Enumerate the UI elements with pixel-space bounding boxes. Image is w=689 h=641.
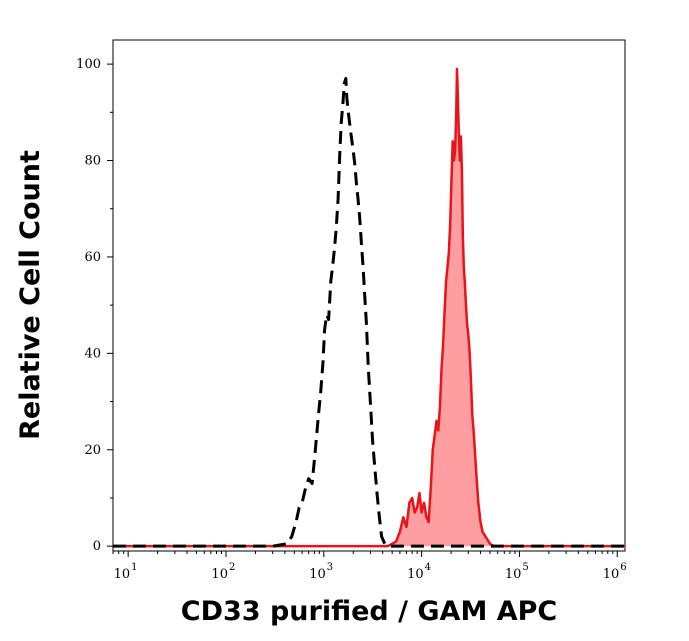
y-tick-label: 0 [93, 539, 101, 554]
x-tick-base: 10 [309, 567, 326, 582]
y-tick-label: 100 [76, 57, 101, 72]
x-tick-exponent: 1 [131, 562, 137, 573]
x-tick-exponent: 2 [229, 562, 235, 573]
y-axis-title: Relative Cell Count [15, 150, 46, 440]
x-tick-exponent: 3 [327, 562, 333, 573]
series-layer [113, 67, 625, 548]
y-tick-label: 20 [84, 443, 101, 458]
y-tick-label: 80 [84, 154, 101, 169]
x-tick-base: 10 [407, 567, 424, 582]
x-tick-base: 10 [505, 567, 522, 582]
x-tick-base: 10 [114, 567, 131, 582]
x-tick-base: 10 [211, 567, 228, 582]
y-tick-label: 40 [84, 346, 101, 361]
x-tick-base: 10 [603, 567, 620, 582]
y-tick-label: 60 [84, 250, 101, 265]
x-axis-ticks: 10 1 10 2 10 3 10 4 10 5 10 6 [112, 551, 627, 582]
series-0-line [113, 77, 625, 548]
plot-frame [112, 39, 626, 552]
x-axis-title: CD33 purified / GAM APC [181, 596, 557, 627]
y-axis-ticks: 0 20 40 60 80 100 [76, 57, 113, 554]
x-tick-exponent: 6 [620, 562, 626, 573]
series-1-line [113, 67, 625, 548]
x-tick-exponent: 5 [522, 562, 528, 573]
x-tick-exponent: 4 [425, 562, 431, 573]
